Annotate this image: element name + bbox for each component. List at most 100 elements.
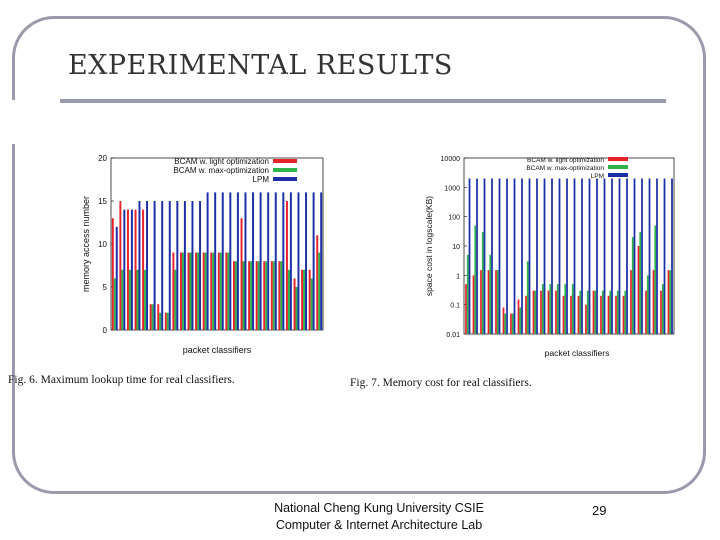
bar-bcam-w-light-optimization	[660, 290, 662, 334]
bar-bcam-w-max-optimization	[646, 275, 649, 334]
bar-bcam-w-light-optimization	[225, 252, 228, 330]
bar-bcam-w-light-optimization	[119, 201, 122, 330]
bar-lpm	[153, 201, 156, 330]
bar-lpm	[588, 178, 591, 334]
y-axis-label: memory access number	[81, 196, 91, 292]
bar-bcam-w-max-optimization	[272, 261, 275, 330]
bar-lpm	[618, 178, 621, 334]
footer: National Cheng Kung University CSIE Comp…	[252, 500, 506, 534]
bar-bcam-w-max-optimization	[121, 269, 124, 330]
bar-lpm	[199, 201, 202, 330]
bar-lpm	[138, 201, 141, 330]
bar-bcam-w-light-optimization	[562, 295, 565, 334]
bar-bcam-w-light-optimization	[600, 295, 602, 334]
bar-bcam-w-light-optimization	[172, 252, 175, 330]
y-tick-label: 1	[456, 273, 460, 280]
bar-bcam-w-max-optimization	[113, 278, 116, 330]
bar-lpm	[483, 178, 486, 334]
bar-bcam-w-light-optimization	[217, 252, 220, 330]
bar-bcam-w-max-optimization	[295, 287, 298, 330]
y-tick-label: 0.01	[446, 332, 460, 339]
bar-bcam-w-light-optimization	[592, 290, 595, 334]
bar-bcam-w-light-optimization	[240, 218, 243, 330]
bar-bcam-w-light-optimization	[622, 295, 625, 334]
bar-lpm	[513, 178, 516, 334]
bar-lpm	[528, 178, 531, 334]
bar-bcam-w-light-optimization	[472, 275, 475, 334]
bar-bcam-w-light-optimization	[187, 252, 190, 330]
bar-bcam-w-light-optimization	[495, 270, 497, 334]
bar-bcam-w-max-optimization	[204, 252, 207, 330]
bar-lpm	[536, 178, 538, 334]
page-number: 29	[592, 503, 607, 518]
bar-bcam-w-max-optimization	[219, 252, 222, 330]
bar-lpm	[214, 192, 217, 330]
bar-bcam-w-light-optimization	[517, 299, 520, 334]
legend-swatch	[608, 157, 628, 161]
y-tick-label: 5	[103, 283, 108, 292]
bar-bcam-w-light-optimization	[285, 201, 288, 330]
bar-lpm	[191, 201, 194, 330]
bar-lpm	[289, 192, 292, 330]
bar-bcam-w-light-optimization	[502, 307, 505, 334]
bar-bcam-w-max-optimization	[624, 290, 627, 334]
bar-bcam-w-max-optimization	[197, 252, 200, 330]
bar-bcam-w-max-optimization	[496, 270, 499, 334]
bar-bcam-w-light-optimization	[195, 252, 198, 330]
bar-lpm	[648, 178, 651, 334]
bar-lpm	[312, 192, 315, 330]
bar-bcam-w-max-optimization	[616, 290, 619, 334]
bar-lpm	[244, 192, 247, 330]
bar-bcam-w-max-optimization	[481, 232, 484, 334]
bar-bcam-w-max-optimization	[242, 261, 245, 330]
bar-lpm	[663, 178, 666, 334]
bar-bcam-w-max-optimization	[181, 252, 184, 330]
y-tick-label: 100	[448, 215, 460, 222]
bar-lpm	[543, 178, 546, 334]
bar-bcam-w-max-optimization	[526, 261, 529, 334]
bar-lpm	[476, 178, 478, 334]
bar-bcam-w-max-optimization	[541, 284, 544, 334]
bar-bcam-w-max-optimization	[144, 269, 147, 330]
bar-lpm	[611, 178, 613, 334]
bar-bcam-w-light-optimization	[465, 284, 467, 334]
legend-swatch	[273, 159, 297, 163]
bar-bcam-w-max-optimization	[579, 290, 582, 334]
bar-lpm	[320, 192, 323, 330]
bar-lpm	[566, 178, 568, 334]
bar-bcam-w-light-optimization	[270, 261, 273, 330]
bar-lpm	[491, 178, 493, 334]
bar-bcam-w-light-optimization	[510, 313, 512, 334]
bar-bcam-w-light-optimization	[615, 295, 617, 334]
legend-label: BCAM w. max-optimization	[526, 165, 604, 172]
legend-label: BCAM w. max-optimization	[173, 166, 269, 175]
bar-lpm	[626, 178, 628, 334]
bar-bcam-w-light-optimization	[487, 270, 490, 334]
legend-label: LPM	[253, 175, 270, 184]
y-axis-label: space cost in logscale(KB)	[424, 196, 434, 296]
bar-bcam-w-max-optimization	[280, 261, 283, 330]
legend-swatch	[608, 165, 628, 169]
bar-bcam-w-light-optimization	[164, 312, 167, 330]
bar-bcam-w-max-optimization	[669, 270, 672, 334]
bar-bcam-w-max-optimization	[474, 225, 477, 334]
bar-bcam-w-max-optimization	[234, 261, 237, 330]
bar-lpm	[558, 178, 561, 334]
fig6-caption: Fig. 6. Maximum lookup time for real cla…	[8, 374, 235, 386]
bar-bcam-w-max-optimization	[310, 278, 313, 330]
bar-bcam-w-light-optimization	[126, 209, 129, 330]
bar-bcam-w-max-optimization	[586, 290, 589, 334]
bar-bcam-w-max-optimization	[564, 284, 567, 334]
bar-bcam-w-max-optimization	[534, 290, 537, 334]
bar-lpm	[123, 209, 126, 330]
slide-title: EXPERIMENTAL RESULTS	[68, 50, 453, 81]
bar-bcam-w-light-optimization	[149, 304, 152, 330]
bar-bcam-w-light-optimization	[263, 261, 266, 330]
legend-swatch	[608, 173, 628, 177]
bar-bcam-w-light-optimization	[547, 290, 550, 334]
fig7-chart-svg: 0.01 0.1 1 10 100 1000 10000 BCAM w. light opti…	[424, 156, 675, 358]
legend-label: LPM	[591, 173, 604, 180]
y-tick-label: 0.1	[450, 303, 460, 310]
bar-bcam-w-max-optimization	[159, 312, 162, 330]
y-tick-label: 15	[98, 197, 107, 206]
